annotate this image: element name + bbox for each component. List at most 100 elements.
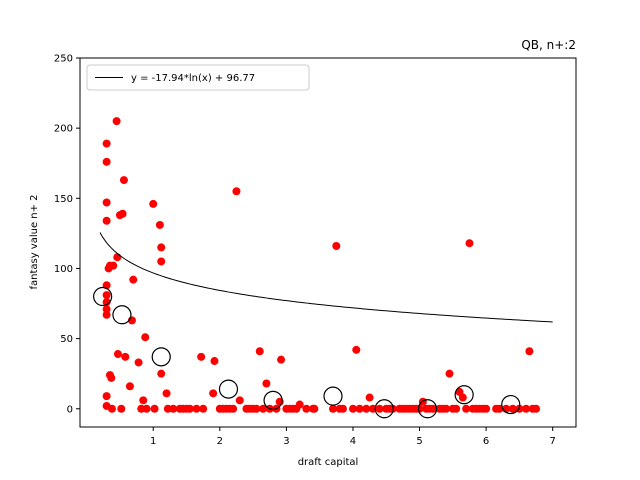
y-tick-label: 200 <box>54 124 73 135</box>
data-point <box>310 404 319 413</box>
data-point <box>118 209 127 218</box>
mean-marker <box>151 347 171 367</box>
mean-marker <box>323 386 343 406</box>
data-point <box>302 404 311 413</box>
mean-marker <box>501 394 521 415</box>
data-point <box>109 261 118 270</box>
x-tick-label: 4 <box>350 436 356 447</box>
data-point <box>445 369 454 378</box>
data-point <box>295 400 304 409</box>
data-point <box>102 310 111 319</box>
means-layer <box>93 286 521 419</box>
data-point <box>121 352 130 361</box>
data-point <box>209 389 218 398</box>
data-point <box>442 404 451 413</box>
x-tick-label: 5 <box>416 436 422 447</box>
x-tick-label: 6 <box>483 436 489 447</box>
data-point <box>142 404 151 413</box>
data-point <box>102 139 111 148</box>
data-point <box>102 392 111 401</box>
data-point <box>102 305 111 314</box>
x-tick-label: 2 <box>217 436 223 447</box>
data-point <box>139 396 148 405</box>
data-point <box>262 379 271 388</box>
data-point <box>362 404 371 413</box>
data-point <box>141 333 150 342</box>
data-point <box>252 404 261 413</box>
y-tick-label: 100 <box>54 264 73 275</box>
mean-marker <box>454 385 474 405</box>
y-axis-label: fantasy value n+ 2 <box>29 194 40 289</box>
x-tick-label: 1 <box>150 436 156 447</box>
data-point <box>465 239 474 248</box>
data-point <box>532 404 541 413</box>
y-tick-label: 250 <box>54 54 73 65</box>
x-tick-label: 7 <box>550 436 556 447</box>
data-point <box>157 243 166 252</box>
plot-frame <box>79 57 577 428</box>
fit-layer <box>99 232 553 323</box>
data-point <box>229 404 238 413</box>
data-point <box>102 291 111 300</box>
data-point <box>102 157 111 166</box>
data-point <box>107 404 116 413</box>
data-point <box>199 404 208 413</box>
data-point <box>113 253 122 262</box>
mean-marker <box>263 390 283 410</box>
data-point <box>328 404 337 413</box>
legend-box <box>86 64 310 91</box>
data-point <box>508 404 517 413</box>
data-point <box>235 396 244 405</box>
data-point <box>162 389 171 398</box>
chart-title: QB, n+:2 <box>521 38 576 52</box>
y-tick-label: 150 <box>54 194 73 205</box>
y-ticks: 0 50 100 150 200 250 <box>54 54 80 415</box>
data-point <box>185 404 194 413</box>
data-point <box>259 404 268 413</box>
data-point <box>102 216 111 225</box>
data-point <box>102 298 111 307</box>
data-point <box>117 404 126 413</box>
mean-marker <box>93 286 113 307</box>
legend: y = -17.94*ln(x) + 96.77 <box>86 64 310 91</box>
data-point <box>415 404 424 413</box>
data-point <box>157 369 166 378</box>
fit-curve <box>99 232 553 323</box>
x-tick-label: 3 <box>283 436 289 447</box>
points-layer <box>102 117 541 413</box>
data-point <box>157 257 166 266</box>
data-point <box>150 404 159 413</box>
x-ticks: 1 2 3 4 5 6 7 <box>150 427 556 447</box>
x-axis-label: draft capital <box>298 457 359 468</box>
data-point <box>332 242 341 251</box>
data-point <box>112 117 121 126</box>
y-tick-label: 50 <box>60 334 73 345</box>
data-point <box>375 404 384 413</box>
data-point <box>352 345 361 354</box>
mean-marker <box>374 399 394 419</box>
data-point <box>522 404 531 413</box>
data-point <box>210 357 219 366</box>
data-point <box>129 275 138 284</box>
data-point <box>169 404 178 413</box>
data-point <box>113 350 122 359</box>
data-point <box>348 404 357 413</box>
data-point <box>462 404 471 413</box>
mean-marker <box>112 305 132 325</box>
mean-marker <box>417 399 438 419</box>
data-point <box>119 176 128 185</box>
data-point <box>232 187 241 196</box>
data-point <box>155 220 164 229</box>
data-point <box>197 352 206 361</box>
data-point <box>365 393 374 402</box>
data-point <box>338 404 347 413</box>
data-point <box>355 404 364 413</box>
data-point <box>428 404 437 413</box>
legend-entry-fit: y = -17.94*ln(x) + 96.77 <box>131 73 255 84</box>
data-point <box>458 393 467 402</box>
data-point <box>277 355 286 364</box>
data-point <box>525 347 534 356</box>
data-point <box>192 404 201 413</box>
data-point <box>452 404 461 413</box>
